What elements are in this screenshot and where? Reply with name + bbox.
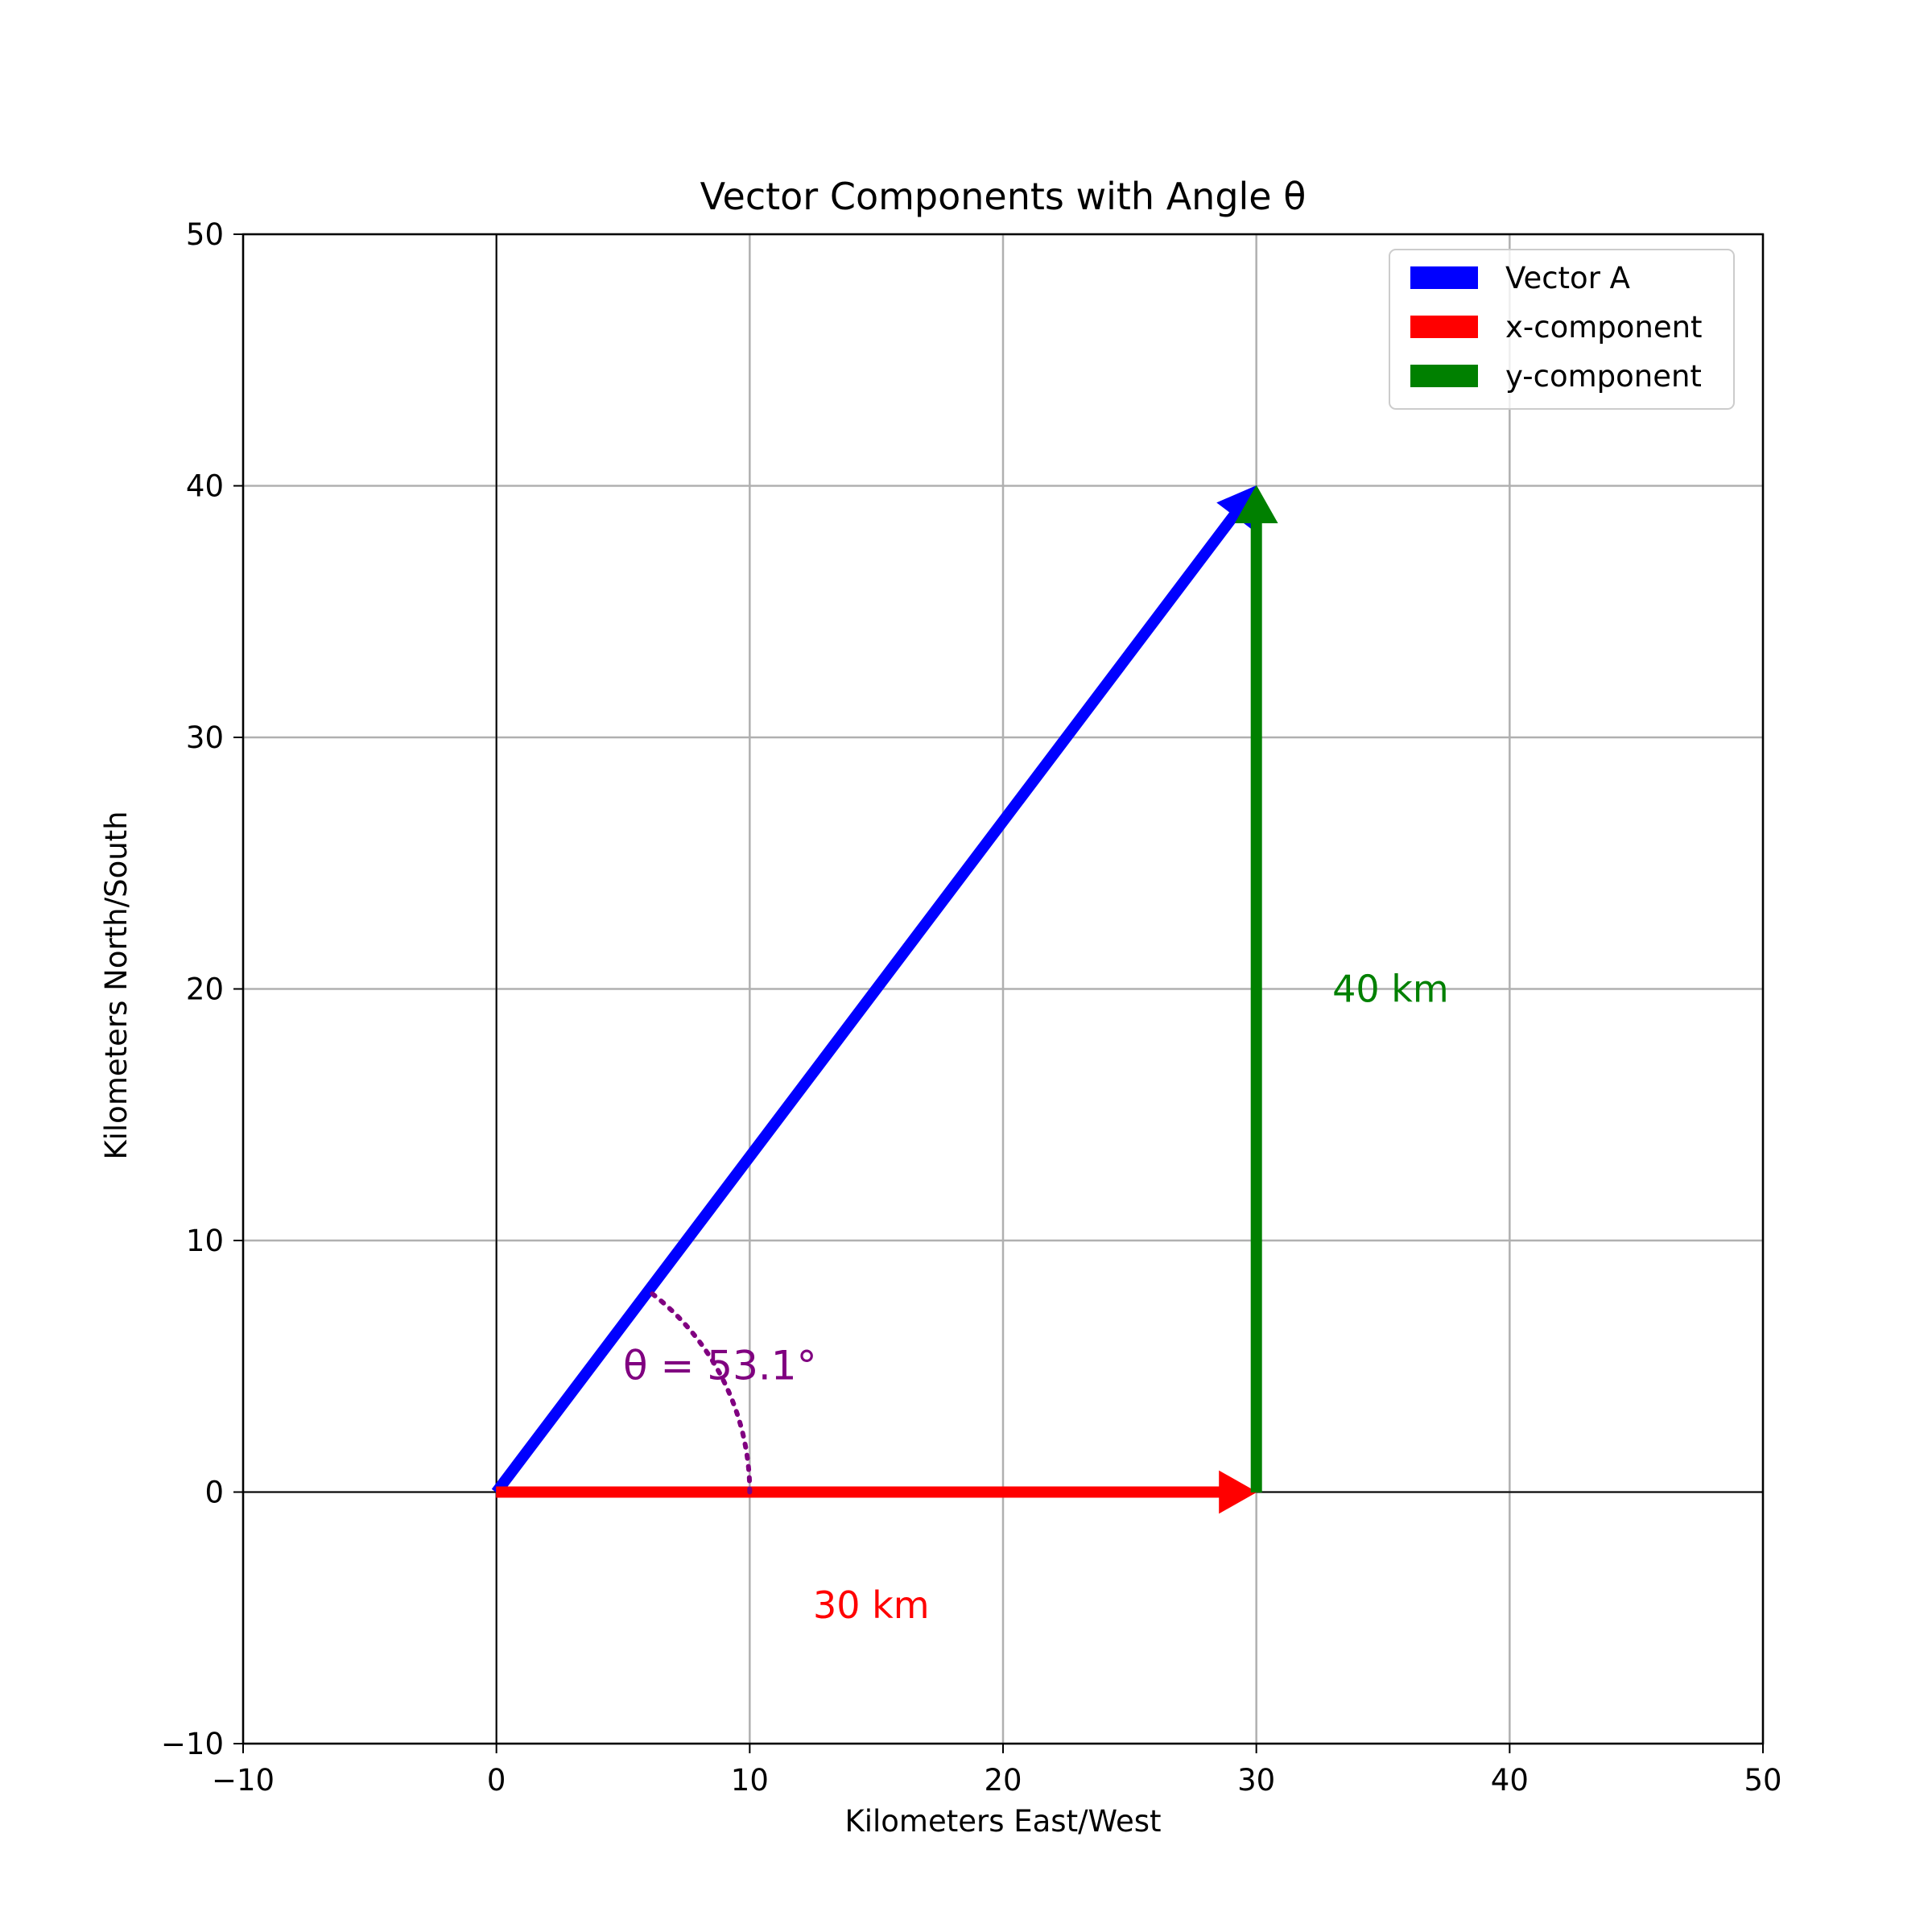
x-axis-label: Kilometers East/West — [844, 1804, 1161, 1839]
legend-entries: Vector A x-component y-component — [1410, 261, 1703, 394]
legend-label: y-component — [1505, 359, 1702, 394]
x-tick-label: 20 — [984, 1763, 1022, 1798]
x-tick-label: 10 — [731, 1763, 769, 1798]
legend-label: x-component — [1505, 310, 1703, 345]
chart-title: Vector Components with Angle θ — [700, 175, 1307, 218]
y-tick-label: 20 — [186, 972, 224, 1007]
y-tick-label: 0 — [204, 1476, 224, 1510]
vector-marks — [491, 485, 1278, 1514]
x-component-arrow — [496, 1470, 1257, 1514]
axis-ticks: −10 0 10 20 30 40 50 −10 0 10 20 30 40 50 — [161, 217, 1782, 1798]
x-tick-label: 0 — [487, 1763, 506, 1798]
annotations: θ = 53.1° 40 km 30 km — [623, 968, 1449, 1628]
y-tick-label: 10 — [186, 1224, 224, 1258]
x-tick-label: −10 — [212, 1763, 275, 1798]
y-component-arrow — [1234, 485, 1278, 1492]
x-tick-label: 30 — [1237, 1763, 1275, 1798]
y-tick-label: 40 — [186, 469, 224, 504]
y-axis-label: Kilometers North/South — [99, 811, 134, 1159]
x-tick-label: 40 — [1491, 1763, 1529, 1798]
legend-swatch — [1410, 266, 1478, 289]
annotation-label: θ = 53.1° — [623, 1342, 817, 1389]
legend-swatch — [1410, 316, 1478, 338]
y-tick-label: 50 — [186, 217, 224, 252]
legend-swatch — [1410, 365, 1478, 387]
legend: Vector A x-component y-component — [1389, 249, 1735, 410]
legend-label: Vector A — [1505, 261, 1630, 295]
angle-arc — [646, 1288, 753, 1495]
annotation-label: 40 km — [1332, 968, 1449, 1011]
y-tick-label: 30 — [186, 720, 224, 755]
y-tick-label: −10 — [161, 1727, 224, 1761]
x-tick-label: 50 — [1744, 1763, 1781, 1798]
annotation-label: 30 km — [813, 1583, 930, 1627]
